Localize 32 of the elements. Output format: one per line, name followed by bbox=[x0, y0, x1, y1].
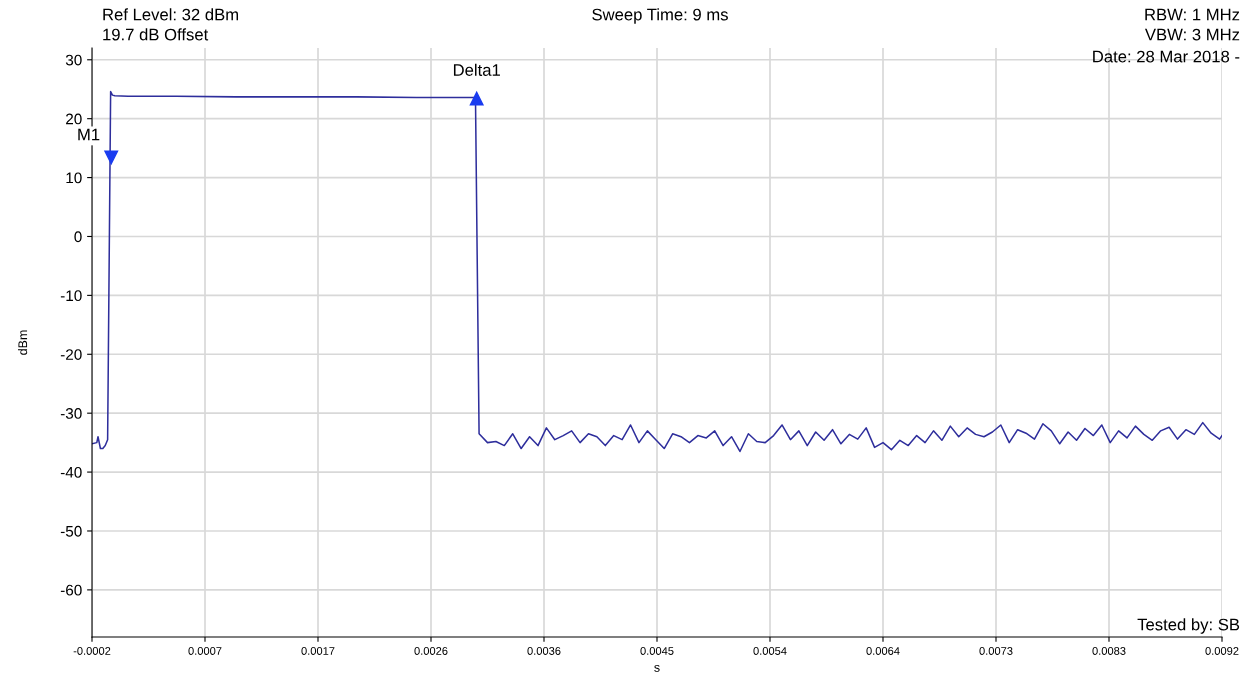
annotation: M1 bbox=[78, 128, 100, 141]
y-tick-label: -50 bbox=[60, 525, 82, 537]
x-tick-label: 0.0045 bbox=[640, 647, 674, 655]
x-tick-label: 0.0073 bbox=[979, 647, 1013, 655]
y-tick-label: -10 bbox=[60, 290, 82, 302]
x-tick-label: 0.0054 bbox=[753, 647, 787, 655]
x-axis-title: s bbox=[654, 664, 660, 672]
annotation: Delta1 bbox=[453, 63, 500, 76]
text: 19.7 dB Offset bbox=[103, 28, 209, 41]
y-tick-label: -60 bbox=[60, 584, 82, 596]
text: Ref Level: 32 dBm bbox=[103, 8, 239, 21]
x-tick-label: 0.0092 bbox=[1205, 647, 1239, 655]
y-axis-title: dBm bbox=[17, 330, 28, 355]
y-tick-label: 30 bbox=[65, 54, 82, 66]
y-tick-label: -20 bbox=[60, 349, 82, 360]
y-tick-label: 0 bbox=[74, 231, 82, 243]
text: VBW: 3 MHz bbox=[1144, 28, 1240, 41]
x-tick-label: 0.0017 bbox=[301, 647, 335, 655]
x-tick-label: 0.0007 bbox=[188, 647, 222, 655]
x-tick-label: -0.0002 bbox=[73, 647, 111, 655]
annotation: Date: 28 Mar 2018 - bbox=[1093, 50, 1240, 63]
y-tick-label: 20 bbox=[66, 113, 82, 125]
text: RBW: 1 MHz bbox=[1145, 8, 1240, 21]
annotation: Tested by: SB bbox=[1137, 618, 1240, 634]
y-tick-label: -30 bbox=[60, 408, 82, 419]
x-tick-label: 0.0026 bbox=[414, 647, 448, 655]
y-tick-label: -40 bbox=[60, 466, 82, 478]
x-tick-label: 0.0036 bbox=[527, 647, 561, 655]
x-tick-label: 0.0083 bbox=[1092, 647, 1126, 655]
x-tick-label: 0.0064 bbox=[866, 647, 900, 655]
text: Sweep Time: 9 ms bbox=[592, 8, 728, 24]
y-tick-label: 10 bbox=[66, 172, 82, 184]
